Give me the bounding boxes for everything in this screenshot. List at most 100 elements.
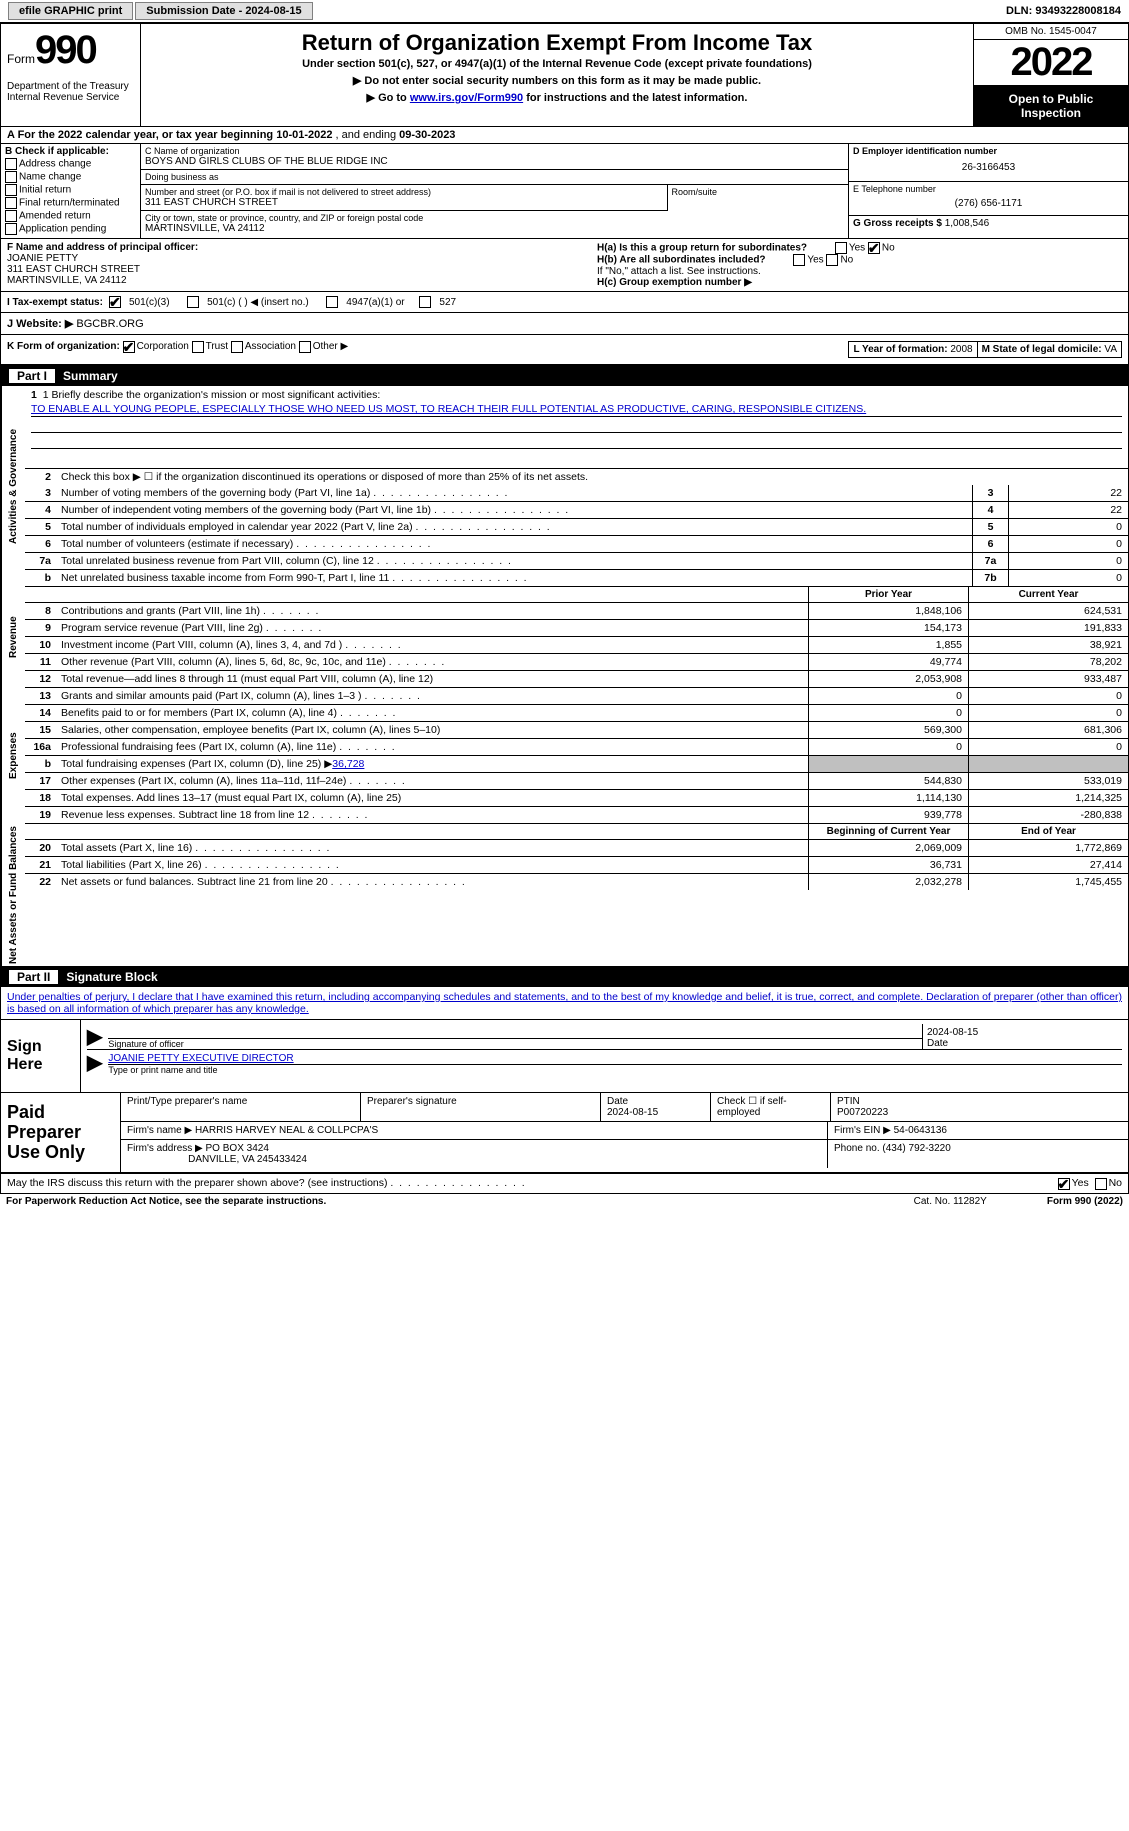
c-room-lbl: Room/suite xyxy=(672,187,845,197)
checkbox-icon[interactable] xyxy=(5,184,17,196)
line-16b: bTotal fundraising expenses (Part IX, co… xyxy=(25,756,1128,773)
checkbox-icon[interactable] xyxy=(109,296,121,308)
checkbox-icon[interactable] xyxy=(231,341,243,353)
line-11-prior: 49,774 xyxy=(808,654,968,670)
prep-row-3: Firm's address ▶ PO BOX 3424 DANVILLE, V… xyxy=(121,1140,1128,1168)
form-subtitle-3: ▶ Go to www.irs.gov/Form990 for instruct… xyxy=(149,91,965,104)
b-opt-5[interactable]: Application pending xyxy=(5,223,136,235)
arrow-icon: ▶ xyxy=(87,1050,102,1075)
checkbox-icon[interactable] xyxy=(187,296,199,308)
c-street-cell: Number and street (or P.O. box if mail i… xyxy=(141,185,667,211)
prep-r3-c1l: Firm's address ▶ xyxy=(127,1143,203,1154)
form-subtitle-1: Under section 501(c), 527, or 4947(a)(1)… xyxy=(149,58,965,70)
col-f: F Name and address of principal officer:… xyxy=(1,239,591,291)
checkbox-icon[interactable] xyxy=(1095,1178,1107,1190)
part-1-num: Part I xyxy=(9,369,55,383)
line-9-desc: Program service revenue (Part VIII, line… xyxy=(57,620,808,636)
department-label: Department of the Treasury Internal Reve… xyxy=(7,81,134,103)
b-opt-5-text: Application pending xyxy=(19,224,106,235)
line-20: 20Total assets (Part X, line 16)2,069,00… xyxy=(25,840,1128,857)
line-14-curr: 0 xyxy=(968,705,1128,721)
mission-lbl: 1 1 Briefly describe the organization's … xyxy=(31,389,1122,401)
d-gross-lbl: G Gross receipts $ xyxy=(853,218,942,229)
line-16b-lbl: Total fundraising expenses (Part IX, col… xyxy=(61,758,332,770)
checkbox-icon[interactable] xyxy=(868,242,880,254)
mission-blank-2 xyxy=(31,435,1122,449)
h-a-lbl: H(a) Is this a group return for subordin… xyxy=(597,243,807,254)
line-8: 8Contributions and grants (Part VIII, li… xyxy=(25,603,1128,620)
b-opt-2-text: Initial return xyxy=(19,185,71,196)
b-opt-3[interactable]: Final return/terminated xyxy=(5,197,136,209)
section-fh: F Name and address of principal officer:… xyxy=(0,239,1129,292)
checkbox-icon[interactable] xyxy=(835,242,847,254)
m-val: VA xyxy=(1104,344,1117,355)
row-a-tax-year: A For the 2022 calendar year, or tax yea… xyxy=(0,127,1129,144)
c-street: 311 EAST CHURCH STREET xyxy=(145,197,663,208)
line-15: 15Salaries, other compensation, employee… xyxy=(25,722,1128,739)
part-2-header: Part II Signature Block xyxy=(0,967,1129,987)
checkbox-icon[interactable] xyxy=(5,223,17,235)
c-name: BOYS AND GIRLS CLUBS OF THE BLUE RIDGE I… xyxy=(145,156,844,167)
irs-link[interactable]: www.irs.gov/Form990 xyxy=(410,92,523,104)
row-a-pre: A For the 2022 calendar year, or tax yea… xyxy=(7,129,276,141)
line-15-desc: Salaries, other compensation, employee b… xyxy=(57,722,808,738)
b-opt-1[interactable]: Name change xyxy=(5,171,136,183)
checkbox-icon[interactable] xyxy=(826,254,838,266)
line-16a: 16aProfessional fundraising fees (Part I… xyxy=(25,739,1128,756)
checkbox-icon[interactable] xyxy=(326,296,338,308)
c-city-cell: City or town, state or province, country… xyxy=(141,211,848,236)
part-2-num: Part II xyxy=(9,970,58,984)
checkbox-icon[interactable] xyxy=(123,341,135,353)
prep-r3-c2l: Phone no. xyxy=(834,1143,880,1154)
exp-body: 13Grants and similar amounts paid (Part … xyxy=(25,688,1128,824)
line-12-curr: 933,487 xyxy=(968,671,1128,687)
prep-r3-c2v: (434) 792-3220 xyxy=(882,1143,950,1154)
line-16b-val: 36,728 xyxy=(332,758,364,770)
checkbox-icon[interactable] xyxy=(419,296,431,308)
prep-r1-c5: PTINP00720223 xyxy=(831,1093,1128,1121)
l-cell: L Year of formation: 2008 xyxy=(848,341,977,358)
checkbox-icon[interactable] xyxy=(1058,1178,1070,1190)
line-18-prior: 1,114,130 xyxy=(808,790,968,806)
checkbox-icon[interactable] xyxy=(5,158,17,170)
checkbox-icon[interactable] xyxy=(192,341,204,353)
line-17-curr: 533,019 xyxy=(968,773,1128,789)
checkbox-icon[interactable] xyxy=(299,341,311,353)
line-17-desc: Other expenses (Part IX, column (A), lin… xyxy=(57,773,808,789)
form-number: 990 xyxy=(35,28,96,72)
open-to-public: Open to Public Inspection xyxy=(974,86,1128,126)
b-opt-3-text: Final return/terminated xyxy=(19,198,120,209)
f-name: JOANIE PETTY xyxy=(7,253,78,264)
c-city: MARTINSVILLE, VA 24112 xyxy=(145,223,844,234)
checkbox-icon[interactable] xyxy=(5,210,17,222)
mission-text: TO ENABLE ALL YOUNG PEOPLE, ESPECIALLY T… xyxy=(31,403,1122,417)
sig-name-field: JOANIE PETTY EXECUTIVE DIRECTORType or p… xyxy=(108,1050,1122,1075)
part-1-title: Summary xyxy=(63,369,118,383)
dln-label: DLN: 93493228008184 xyxy=(1006,5,1121,17)
form-subtitle-2: ▶ Do not enter social security numbers o… xyxy=(149,74,965,87)
footer-left: For Paperwork Reduction Act Notice, see … xyxy=(6,1196,326,1207)
d-tel-cell: E Telephone number (276) 656-1171 xyxy=(849,182,1128,216)
line-13-desc: Grants and similar amounts paid (Part IX… xyxy=(57,688,808,704)
line-10-curr: 38,921 xyxy=(968,637,1128,653)
b-opt-2[interactable]: Initial return xyxy=(5,184,136,196)
checkbox-icon[interactable] xyxy=(793,254,805,266)
checkbox-icon[interactable] xyxy=(5,197,17,209)
efile-print-button[interactable]: efile GRAPHIC print xyxy=(8,2,133,20)
b-opt-0-text: Address change xyxy=(19,159,91,170)
prep-r3-c2: Phone no. (434) 792-3220 xyxy=(828,1140,1128,1168)
discuss-text: May the IRS discuss this return with the… xyxy=(7,1177,525,1189)
sig-date-field: 2024-08-15Date xyxy=(922,1024,1122,1049)
b-opt-4[interactable]: Amended return xyxy=(5,210,136,222)
checkbox-icon[interactable] xyxy=(5,171,17,183)
line-20-curr: 1,772,869 xyxy=(968,840,1128,856)
line-12: 12Total revenue—add lines 8 through 11 (… xyxy=(25,671,1128,688)
line-22: 22Net assets or fund balances. Subtract … xyxy=(25,874,1128,890)
b-opt-0[interactable]: Address change xyxy=(5,158,136,170)
col-d: D Employer identification number 26-3166… xyxy=(848,144,1128,238)
col-b: B Check if applicable: Address change Na… xyxy=(1,144,141,238)
line-15-curr: 681,306 xyxy=(968,722,1128,738)
sign-body: ▶ Signature of officer 2024-08-15Date ▶ … xyxy=(81,1020,1128,1092)
prep-r2-c1l: Firm's name ▶ xyxy=(127,1125,192,1136)
line-7b-val: 0 xyxy=(1008,570,1128,586)
